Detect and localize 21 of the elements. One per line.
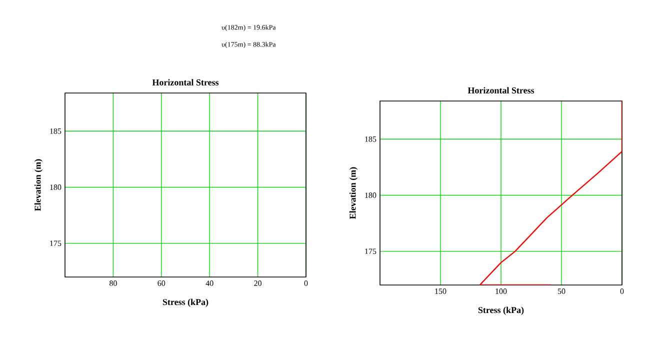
y-axis-title: Elevation (m) [349, 167, 358, 219]
x-axis-title: Stress (kPa) [478, 306, 524, 315]
x-tick-label: 80 [110, 280, 117, 286]
y-tick-label: 175 [50, 240, 62, 246]
chart-title: Horizontal Stress [152, 79, 219, 86]
x-tick-label: 40 [206, 280, 214, 286]
x-tick-label: 0 [304, 280, 308, 286]
y-tick-label: 180 [365, 192, 376, 198]
x-tick-label: 0 [620, 288, 624, 294]
x-tick-label: 20 [254, 280, 262, 286]
y-tick-label: 175 [365, 248, 376, 254]
x-tick-label: 60 [158, 280, 166, 286]
y-axis-title: Elevation (m) [34, 159, 43, 211]
y-tick-label: 185 [365, 136, 376, 142]
x-tick-label: 100 [496, 288, 507, 294]
chart-title: Horizontal Stress [468, 87, 534, 94]
x-tick-label: 150 [435, 288, 446, 294]
x-tick-label: 50 [558, 288, 566, 294]
y-tick-label: 185 [50, 128, 62, 134]
x-axis-title: Stress (kPa) [162, 298, 208, 307]
y-tick-label: 180 [50, 184, 62, 190]
